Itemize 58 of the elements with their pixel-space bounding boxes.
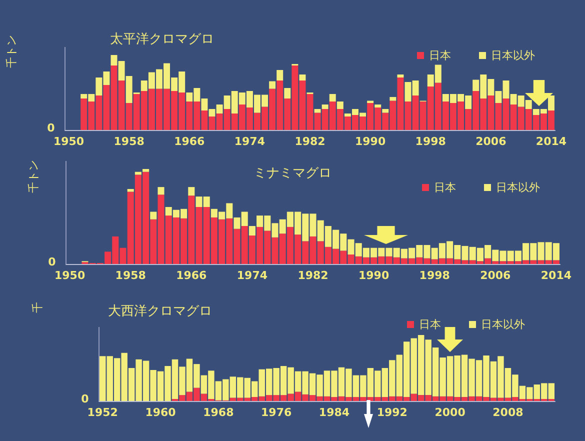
x-tick-label: 1992 xyxy=(376,406,408,419)
x-tick-label: 1950 xyxy=(53,135,84,148)
legend-label: 日本以外 xyxy=(491,49,535,62)
bar xyxy=(150,212,157,220)
text: 0 xyxy=(81,392,90,406)
text: 0 xyxy=(47,122,56,134)
y-axis-title: 千 xyxy=(31,302,44,313)
bar xyxy=(284,88,291,98)
bar xyxy=(269,81,276,89)
bar xyxy=(374,104,382,108)
x-tick-label: 1966 xyxy=(174,135,206,148)
chart-title: ミナミマグロ xyxy=(254,166,332,181)
bar xyxy=(397,74,404,78)
x-tick-label: 1952 xyxy=(87,406,118,419)
x-tick-label: 1958 xyxy=(115,269,146,282)
x-tick-label: 1982 xyxy=(294,135,326,148)
legend-label: 日本以外 xyxy=(481,318,525,331)
bar xyxy=(329,94,336,102)
x-tick-label: 1982 xyxy=(298,269,328,282)
y-axis-title: 千トン xyxy=(27,160,40,193)
x-tick-label: 1974 xyxy=(234,135,266,148)
bar xyxy=(158,187,164,195)
x-tick-label: 1998 xyxy=(415,135,446,148)
legend-label: 日本 xyxy=(429,49,451,62)
bar xyxy=(299,74,306,80)
x-tick-label: 2000 xyxy=(434,406,466,419)
x-tick-label: 2006 xyxy=(476,135,507,148)
x-tick-label: 1950 xyxy=(54,269,86,282)
x-tick-label: 1974 xyxy=(236,269,268,282)
bar xyxy=(188,187,195,196)
chart-title: 大西洋クロマグロ xyxy=(108,304,212,319)
legend-label: 日本以外 xyxy=(496,181,540,194)
x-tick-label: 1958 xyxy=(114,135,144,148)
x-tick-label: 1998 xyxy=(419,269,450,282)
bar xyxy=(142,169,150,172)
bar xyxy=(336,102,344,109)
bar xyxy=(382,109,389,113)
x-tick-label: 1960 xyxy=(145,406,176,419)
bar xyxy=(322,104,328,109)
x-tick-label: 1990 xyxy=(358,269,390,282)
bar xyxy=(127,188,134,192)
x-tick-label: 1976 xyxy=(261,406,292,419)
chart-title: 太平洋クロマグロ xyxy=(110,32,214,47)
x-tick-label: 1984 xyxy=(318,406,350,419)
x-tick-label: 2014 xyxy=(540,269,572,282)
bar xyxy=(390,97,396,101)
bar xyxy=(314,109,321,113)
x-tick-label: 1968 xyxy=(203,406,234,419)
x-tick-label: 1990 xyxy=(354,135,386,148)
bar xyxy=(276,70,284,80)
x-tick-label: 2008 xyxy=(492,406,524,419)
x-tick-label: 2014 xyxy=(536,135,567,148)
legend-label: 日本 xyxy=(419,318,441,331)
y-axis-title: 千トン xyxy=(5,35,18,68)
x-tick-label: 1966 xyxy=(176,269,208,282)
x-tick-label: 2006 xyxy=(480,269,512,282)
legend-label: 日本 xyxy=(434,181,456,194)
text: 0 xyxy=(48,256,56,268)
